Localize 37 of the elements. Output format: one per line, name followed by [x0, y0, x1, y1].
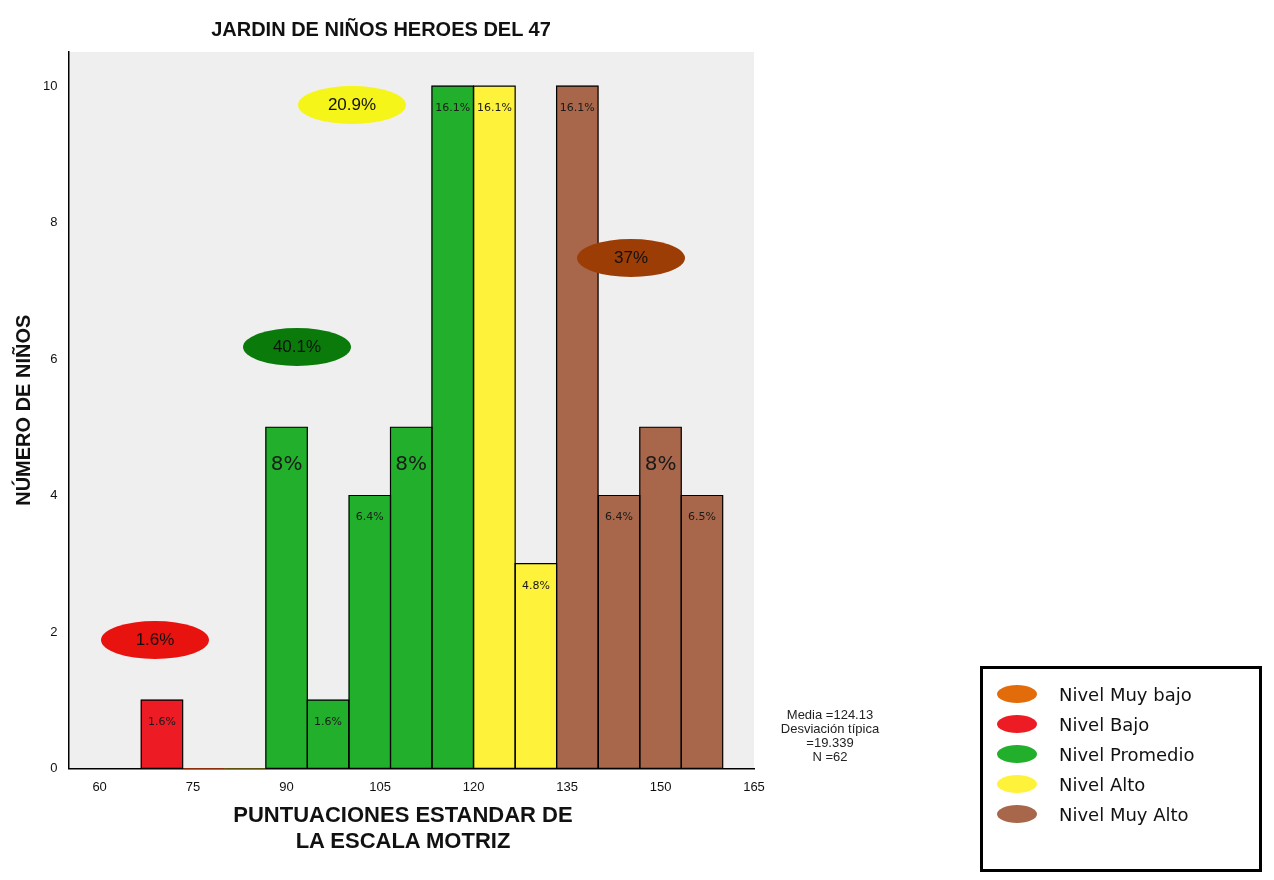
y-axis-title: NÚMERO DE NIÑOS — [10, 314, 34, 506]
legend-label: Nivel Alto — [1059, 773, 1146, 795]
y-tick-label: 4 — [50, 487, 58, 503]
annotation: 6.4% — [605, 510, 634, 524]
x-tick-label: 105 — [369, 778, 391, 794]
legend-label: Nivel Bajo — [1059, 713, 1150, 735]
chart-title: JARDIN DE NIÑOS HEROES DEL 47 — [211, 17, 551, 40]
x-axis-title: PUNTUACIONES ESTANDAR DE LA ESCALA MOTRIZ — [233, 802, 573, 854]
x-tick-label: 135 — [556, 778, 578, 794]
annotation: 1.6% — [314, 715, 343, 729]
annotation: 1.6% — [147, 715, 176, 729]
annotation: 16.1% — [435, 100, 471, 114]
annotation: 4.8% — [521, 578, 550, 592]
legend-label: Nivel Promedio — [1059, 743, 1195, 765]
annotation: 6.4% — [355, 510, 384, 524]
x-tick-label: 60 — [92, 778, 107, 794]
annotation: 6.5% — [687, 510, 716, 524]
annotation: 8% — [395, 451, 428, 476]
y-tick-label: 10 — [42, 77, 58, 93]
x-tick-label: 90 — [279, 778, 294, 794]
y-tick-label: 6 — [50, 350, 58, 366]
annotation: 8% — [644, 451, 677, 476]
x-tick-label: 120 — [462, 778, 485, 794]
legend-label: Nivel Muy bajo — [1059, 683, 1192, 705]
x-tick-label: 150 — [649, 778, 672, 794]
text: N =62 — [811, 749, 849, 764]
x-tick-label: 75 — [185, 778, 201, 794]
annotation: 16.1% — [476, 100, 512, 114]
y-tick-label: 0 — [50, 759, 58, 775]
annotation: 8% — [270, 451, 303, 476]
y-tick-label: 8 — [50, 214, 58, 230]
y-tick-label: 2 — [50, 623, 58, 639]
x-tick-label: 165 — [743, 778, 765, 794]
text: Desviación típica =19.339 — [779, 721, 881, 750]
legend-label: Nivel Muy Alto — [1059, 803, 1189, 825]
annotation: 16.1% — [559, 100, 595, 114]
text: Media =124.13 — [785, 707, 875, 722]
